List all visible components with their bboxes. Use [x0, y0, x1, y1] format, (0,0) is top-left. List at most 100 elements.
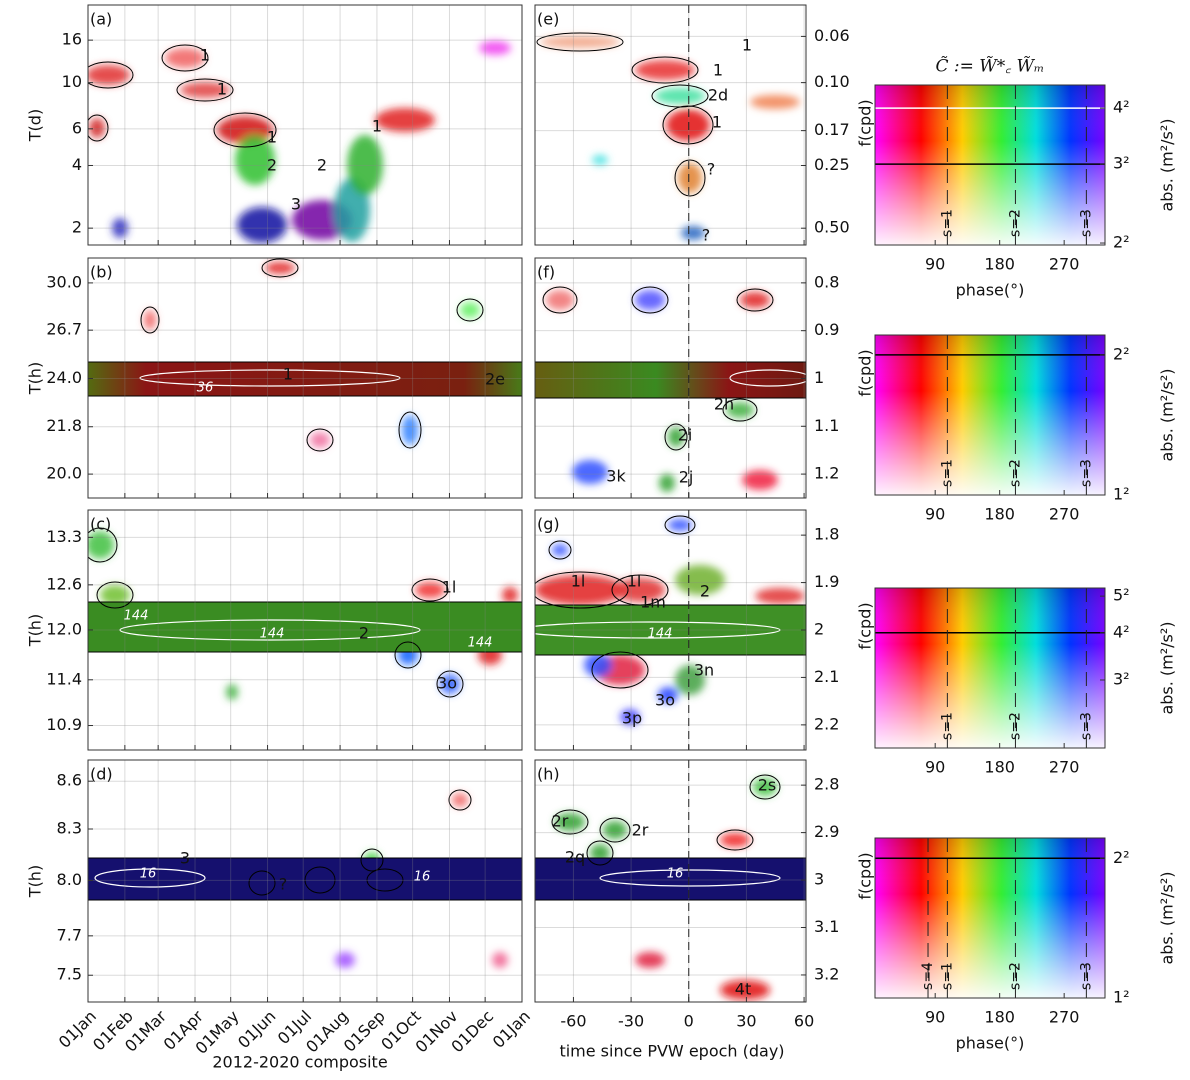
annotation: ? — [702, 226, 711, 245]
plots: 1610642(a)T(d)11122310.060.100.170.250.5… — [26, 5, 1177, 1072]
colorbar-fade — [875, 838, 1105, 998]
annotation: 3p — [622, 709, 642, 728]
y-tick-label: 4² — [1113, 622, 1130, 641]
y-tick-label: 3.2 — [814, 964, 839, 983]
panel-label: (g) — [537, 515, 560, 534]
blob — [460, 302, 480, 318]
y-tick-label: 24.0 — [46, 368, 82, 387]
annotation: 3o — [437, 674, 457, 693]
y-tick-label: 5² — [1113, 586, 1130, 605]
y-tick-label: 1.2 — [814, 464, 839, 483]
annotation: 144 — [124, 609, 149, 624]
y-tick-label: 20.0 — [46, 464, 82, 483]
s-label: s=2 — [1007, 459, 1023, 487]
annotation: 2i — [678, 426, 693, 445]
panel-label: (a) — [90, 10, 112, 29]
s-label: s=1 — [939, 712, 955, 740]
heatmap-image — [525, 775, 816, 1000]
annotation: 1 — [742, 36, 752, 55]
s-label: s=3 — [1078, 712, 1094, 740]
annotation: 2s — [758, 776, 777, 795]
annotation: 144 — [468, 636, 493, 651]
colorbar: s=1s=2s=3901802701²2²f(cpd)abs. (m²/s²) — [856, 335, 1177, 524]
x-tick-label: 270 — [1049, 758, 1080, 777]
y-tick-label: 3 — [814, 870, 824, 889]
y-tick-label: 16 — [62, 30, 82, 49]
blob — [740, 292, 770, 308]
panel-label: (e) — [537, 10, 559, 29]
s-label: s=1 — [939, 459, 955, 487]
blobs — [144, 262, 480, 448]
s-label: s=2 — [1007, 712, 1023, 740]
blob — [572, 460, 608, 484]
y-tick-label: 1² — [1113, 988, 1130, 1007]
y-tick-label: 8.3 — [57, 819, 82, 838]
x-tick-label: 180 — [984, 255, 1015, 274]
y-tick-label: 4 — [72, 155, 82, 174]
annotation: 3 — [291, 195, 301, 214]
blob — [755, 588, 805, 604]
y2-axis-label: abs. (m²/s²) — [1158, 871, 1177, 964]
y-tick-label: 4² — [1113, 98, 1130, 117]
blob — [237, 207, 287, 243]
y-tick-label: 2 — [814, 620, 824, 639]
y-tick-label: 8.6 — [57, 771, 82, 790]
annotation: 16 — [414, 870, 431, 885]
panel-label: (h) — [537, 765, 560, 784]
blob — [335, 952, 355, 968]
colorbar-fade — [875, 335, 1105, 495]
heatmap: 30.026.724.021.820.0(b)T(h)1362e — [26, 258, 533, 498]
s-label: s=4 — [920, 962, 936, 990]
blob — [742, 470, 778, 490]
heatmap-image — [525, 287, 816, 492]
heatmap-image — [537, 33, 800, 240]
heatmap: 13.312.612.011.410.9(c)T(h)1l14414421443… — [26, 510, 533, 750]
annotation: 3o — [655, 691, 675, 710]
y-tick-label: 1² — [1113, 485, 1130, 504]
blob — [86, 65, 130, 85]
x-tick-label: 180 — [984, 758, 1015, 777]
x-tick-label: -60 — [560, 1012, 586, 1031]
annotation: 2r — [552, 812, 569, 831]
annotation: 2r — [632, 821, 649, 840]
blob — [310, 432, 330, 448]
x-axis-label: time since PVW epoch (day) — [559, 1042, 784, 1061]
annotation: 1l — [627, 572, 642, 591]
annotation: 3k — [606, 467, 626, 486]
y-tick-label: 12.0 — [46, 619, 82, 638]
x-tick-label: 180 — [984, 1008, 1015, 1027]
x-tick-label: -30 — [618, 1012, 644, 1031]
blob — [552, 544, 568, 556]
annotation: 2e — [485, 370, 505, 389]
y-tick-label: 10.9 — [46, 715, 82, 734]
blob — [603, 821, 627, 839]
annotation: 144 — [648, 627, 673, 642]
annotation: 2 — [317, 156, 327, 175]
blob — [144, 310, 156, 330]
y-axis-label: f(cpd) — [856, 852, 875, 899]
annotation: 1m — [640, 593, 666, 612]
heatmap: 01Jan01Feb01Mar01Apr01May01Jun01Jul01Aug… — [26, 760, 535, 1072]
y-axis-label: T(h) — [26, 362, 45, 395]
annotation: 2d — [708, 86, 728, 105]
y-tick-label: 21.8 — [46, 416, 82, 435]
heatmap: 1610642(a)T(d)1112231 — [26, 5, 523, 245]
annotation: 2 — [267, 156, 277, 175]
x-tick-label: 90 — [925, 505, 945, 524]
s-label: s=3 — [1078, 209, 1094, 237]
annotation: 2j — [679, 468, 694, 487]
annotation: ? — [279, 875, 288, 894]
y-tick-label: 0.10 — [814, 72, 850, 91]
blob — [635, 60, 695, 80]
blob — [402, 415, 418, 445]
annotation: 1l — [571, 572, 586, 591]
y-tick-label: 2² — [1113, 233, 1130, 252]
band — [525, 362, 816, 398]
panel-label: (d) — [90, 765, 113, 784]
x-tick-label: 01Aug — [302, 1007, 352, 1057]
x-axis-label: phase(°) — [956, 281, 1025, 300]
x-tick-label: 270 — [1049, 505, 1080, 524]
